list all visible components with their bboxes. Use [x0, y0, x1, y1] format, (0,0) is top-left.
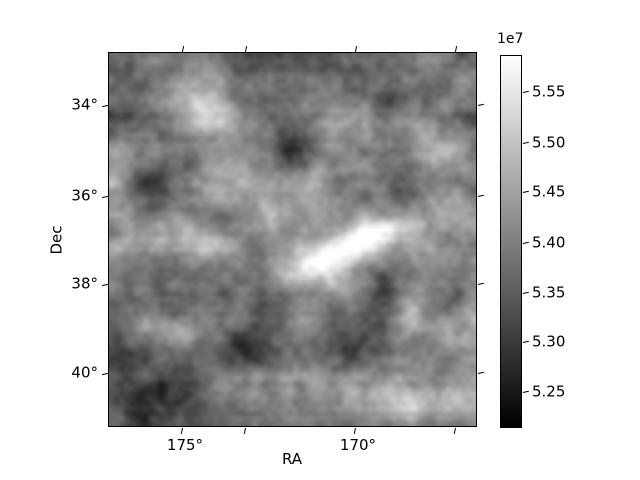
- colorbar-tick-label: 5.25: [532, 382, 566, 401]
- colorbar-tick-label: 5.45: [532, 182, 566, 201]
- colorbar-tick: [522, 190, 529, 194]
- colorbar-tick: [522, 241, 529, 245]
- x-axis-tick: [453, 427, 457, 434]
- x-axis-tick: [353, 427, 357, 434]
- colorbar-offset-text: 1e7: [497, 31, 524, 47]
- colorbar-tick-label: 5.30: [532, 332, 566, 351]
- sky-map-axes[interactable]: [108, 52, 477, 427]
- y-axis-tick: [101, 284, 108, 287]
- y-axis-tick-right: [477, 371, 484, 375]
- x-axis-tick-top: [355, 45, 358, 52]
- x-axis-tick: [243, 427, 247, 434]
- colorbar-tick-label: 5.55: [532, 82, 566, 101]
- colorbar-tick-label: 5.40: [532, 233, 566, 252]
- colorbar-tick: [522, 291, 529, 295]
- colorbar-tick: [522, 90, 529, 94]
- colorbar-tick-label: 5.50: [532, 133, 566, 152]
- x-axis-tick-top: [245, 45, 248, 52]
- y-axis-tick-label: 36°: [71, 186, 98, 205]
- y-axis-tick: [101, 373, 108, 376]
- y-axis-label: Dec: [47, 225, 66, 255]
- y-axis-tick-right: [477, 282, 484, 286]
- y-axis-tick-right: [477, 194, 484, 198]
- y-axis-tick-label: 38°: [71, 274, 98, 293]
- sky-map-image: [109, 53, 476, 426]
- colorbar-tick: [522, 340, 529, 344]
- colorbar-tick: [522, 141, 529, 145]
- x-axis-tick-label: 175°: [166, 436, 204, 454]
- x-axis-tick-top: [455, 45, 458, 52]
- x-axis-label: RA: [281, 450, 303, 468]
- x-axis-tick-label: 170°: [339, 436, 377, 454]
- y-axis-tick: [101, 105, 108, 108]
- x-axis-tick: [180, 427, 184, 434]
- colorbar[interactable]: [500, 55, 522, 428]
- y-axis-tick-label: 34°: [71, 95, 98, 114]
- colorbar-tick-label: 5.35: [532, 283, 566, 302]
- colorbar-tick: [522, 390, 529, 394]
- y-axis-tick-label: 40°: [71, 363, 98, 382]
- y-axis-tick-right: [477, 103, 484, 107]
- x-axis-tick-top: [182, 45, 185, 52]
- y-axis-tick: [101, 196, 108, 199]
